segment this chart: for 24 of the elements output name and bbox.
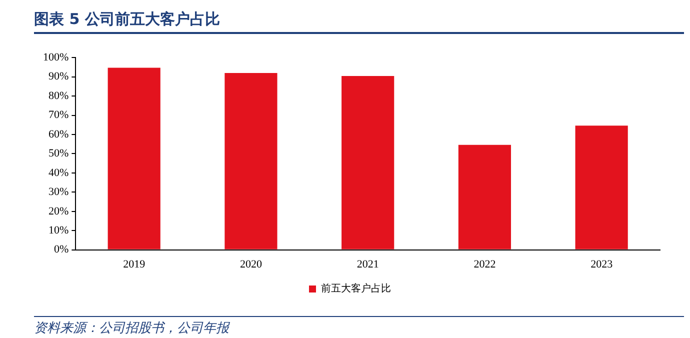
chart-title: 图表 5 公司前五大客户占比: [34, 6, 684, 34]
bar: [575, 126, 628, 250]
y-tick-label: 70%: [48, 109, 69, 122]
bar: [224, 72, 278, 250]
y-tick-label: 50%: [48, 148, 69, 160]
y-tick-label: 10%: [48, 224, 69, 236]
y-tick-label: 40%: [48, 166, 69, 179]
y-tick-label: 30%: [48, 186, 69, 198]
y-tick-label: 80%: [48, 90, 69, 102]
x-tick-label: 2023: [590, 258, 614, 270]
x-tick-label: 2020: [240, 258, 262, 270]
y-tick-label: 100%: [42, 51, 69, 64]
y-tick-label: 20%: [48, 205, 69, 218]
legend-label: 前五大客户占比: [321, 282, 391, 295]
y-tick-label: 60%: [48, 128, 69, 140]
bar: [342, 76, 394, 250]
bar: [458, 144, 511, 250]
text: 资料来源：公司招股书，公司年报: [34, 316, 684, 337]
x-tick-label: 2021: [356, 258, 379, 270]
x-tick-label: 2019: [123, 258, 146, 270]
y-tick-label: 0%: [54, 244, 69, 256]
x-tick-label: 2022: [474, 258, 496, 270]
y-tick-label: 90%: [48, 70, 69, 83]
bar: [108, 68, 160, 250]
